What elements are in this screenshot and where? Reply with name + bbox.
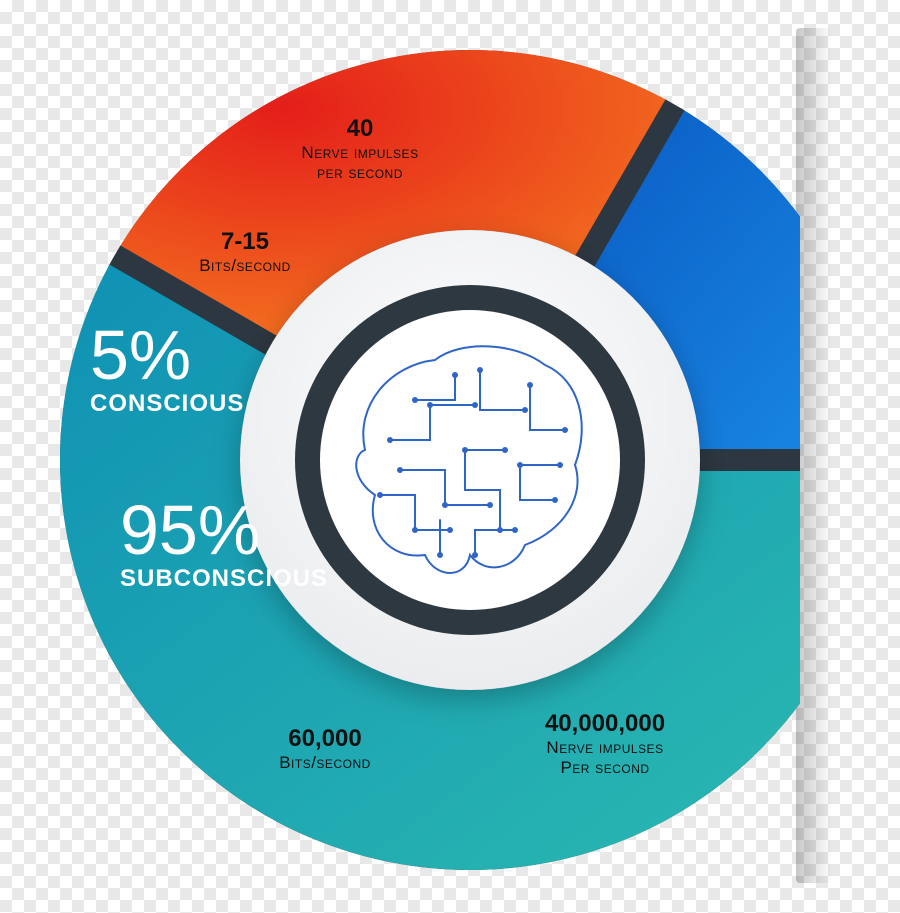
subconscious-stat-1-value: 60,000 [225, 725, 425, 753]
center-disc [240, 230, 700, 690]
conscious-stat-2-value: 7-15 [145, 228, 345, 256]
conscious-stat-2: 7-15 Bits/second [145, 228, 345, 276]
conscious-percent: 5% [90, 320, 244, 390]
conscious-headline: 5% CONSCIOUS [90, 320, 244, 418]
conscious-stat-1-caption-b: per second [317, 163, 403, 182]
subconscious-stat-2-caption-b: Per second [560, 758, 649, 777]
subconscious-stat-1-caption: Bits/second [225, 753, 425, 773]
conscious-stat-1-caption-a: Nerve impulses [301, 143, 418, 162]
conscious-stat-1-value: 40 [250, 115, 470, 143]
infographic-stage: 40 Nerve impulses per second 7-15 Bits/s… [0, 0, 900, 913]
subconscious-stat-1: 60,000 Bits/second [225, 725, 425, 773]
conscious-stat-2-caption: Bits/second [145, 256, 345, 276]
subconscious-stat-2-value: 40,000,000 [480, 710, 730, 738]
subconscious-stat-2: 40,000,000 Nerve impulses Per second [480, 710, 730, 777]
subconscious-label: SUBCONSCIOUS [120, 565, 328, 593]
subconscious-headline: 95% SUBCONSCIOUS [120, 495, 328, 593]
conscious-stat-1: 40 Nerve impulses per second [250, 115, 470, 182]
subconscious-percent: 95% [120, 495, 328, 565]
conscious-label: CONSCIOUS [90, 390, 244, 418]
subconscious-stat-2-caption-a: Nerve impulses [546, 738, 663, 757]
